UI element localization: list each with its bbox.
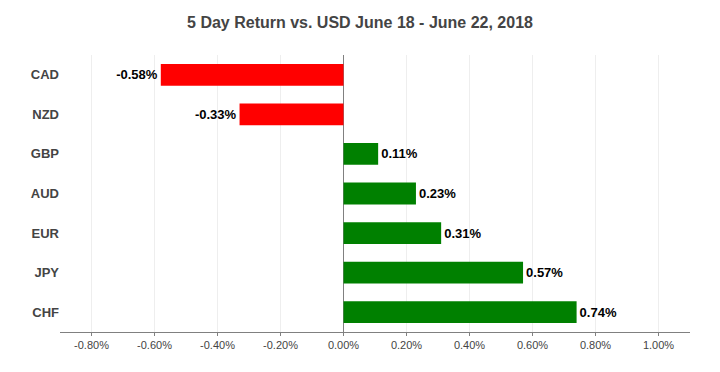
svg-text:0.20%: 0.20% xyxy=(391,339,422,351)
svg-text:0.23%: 0.23% xyxy=(419,186,456,201)
svg-text:0.11%: 0.11% xyxy=(381,146,418,161)
svg-text:0.57%: 0.57% xyxy=(526,265,563,280)
svg-text:0.60%: 0.60% xyxy=(517,339,548,351)
svg-text:-0.33%: -0.33% xyxy=(195,107,237,122)
svg-text:-0.20%: -0.20% xyxy=(263,339,298,351)
svg-text:NZD: NZD xyxy=(32,107,59,122)
svg-text:EUR: EUR xyxy=(32,226,60,241)
svg-text:CAD: CAD xyxy=(31,67,59,82)
svg-text:1.00%: 1.00% xyxy=(643,339,674,351)
svg-text:0.74%: 0.74% xyxy=(580,305,617,320)
svg-text:5 Day Return vs. USD June 18 -: 5 Day Return vs. USD June 18 - June 22, … xyxy=(187,14,533,31)
svg-text:0.40%: 0.40% xyxy=(454,339,485,351)
svg-text:-0.58%: -0.58% xyxy=(116,67,158,82)
svg-text:JPY: JPY xyxy=(34,265,59,280)
svg-text:AUD: AUD xyxy=(31,186,59,201)
svg-text:-0.60%: -0.60% xyxy=(137,339,172,351)
svg-text:CHF: CHF xyxy=(32,305,59,320)
svg-text:GBP: GBP xyxy=(31,146,60,161)
svg-text:0.80%: 0.80% xyxy=(580,339,611,351)
svg-text:0.31%: 0.31% xyxy=(444,226,481,241)
svg-text:-0.40%: -0.40% xyxy=(200,339,235,351)
svg-text:-0.80%: -0.80% xyxy=(74,339,109,351)
svg-text:0.00%: 0.00% xyxy=(328,339,359,351)
